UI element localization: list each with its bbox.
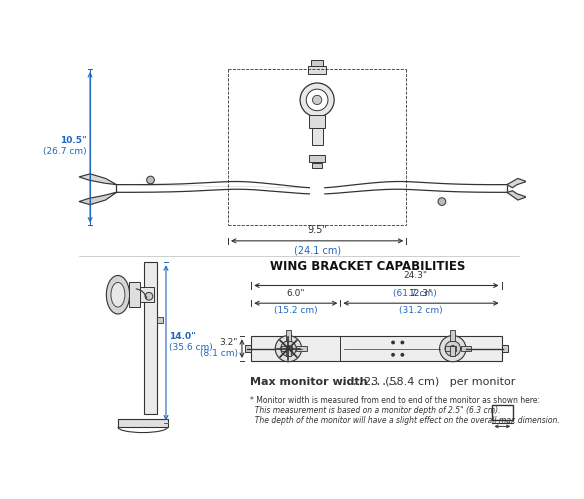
Bar (312, 163, 322, 168)
Text: Max monitor width: Max monitor width (250, 377, 367, 387)
Text: (61.7 cm): (61.7 cm) (393, 288, 437, 297)
Bar (129, 282, 140, 307)
Bar (157, 317, 163, 323)
Text: 6.0": 6.0" (287, 289, 305, 298)
Text: This measurement is based on a monitor depth of 2.5" (6.3 cm).: This measurement is based on a monitor d… (250, 406, 500, 415)
Bar (140, 287, 154, 302)
Text: * Monitor width is measured from end to end of the monitor as shown here:: * Monitor width is measured from end to … (250, 396, 540, 405)
Text: (31.2 cm): (31.2 cm) (399, 306, 443, 315)
Text: 3.2": 3.2" (220, 338, 238, 347)
Text: (26.7 cm): (26.7 cm) (43, 147, 87, 156)
Bar (251, 336, 502, 361)
Circle shape (312, 95, 322, 104)
Bar (310, 115, 325, 128)
Bar (308, 66, 326, 74)
Text: (35.6 cm): (35.6 cm) (169, 343, 213, 352)
Circle shape (391, 340, 395, 344)
Circle shape (147, 176, 154, 184)
Bar (461, 346, 471, 351)
Bar (310, 155, 325, 162)
Text: (8.1 cm): (8.1 cm) (200, 349, 238, 358)
Circle shape (275, 335, 301, 362)
Circle shape (401, 353, 404, 357)
Bar (286, 330, 291, 341)
Text: (24.1 cm): (24.1 cm) (294, 246, 340, 255)
Bar (286, 345, 291, 356)
Polygon shape (79, 192, 116, 205)
Bar (312, 128, 322, 145)
Circle shape (286, 345, 291, 352)
Text: The depth of the monitor will have a slight effect on the overall max dimension.: The depth of the monitor will have a sli… (250, 416, 559, 425)
Text: (15.2 cm): (15.2 cm) (274, 306, 318, 315)
Bar (492, 405, 513, 420)
Bar (311, 60, 324, 66)
Bar (245, 345, 251, 352)
Bar (450, 330, 455, 341)
Circle shape (450, 345, 456, 352)
Circle shape (445, 341, 461, 356)
Text: 23  (58.4 cm)   per monitor: 23 (58.4 cm) per monitor (364, 377, 516, 387)
Circle shape (306, 89, 328, 111)
Text: ..........: .......... (340, 377, 399, 387)
Circle shape (401, 340, 404, 344)
Bar (502, 345, 507, 352)
Polygon shape (507, 191, 526, 200)
Bar (281, 346, 291, 351)
Ellipse shape (111, 282, 125, 307)
Text: 10.5": 10.5" (60, 136, 87, 145)
Circle shape (300, 83, 334, 117)
Circle shape (438, 198, 446, 206)
Text: 9.5": 9.5" (307, 225, 327, 235)
Polygon shape (507, 179, 526, 188)
Circle shape (391, 353, 395, 357)
Ellipse shape (106, 275, 130, 314)
Circle shape (281, 341, 296, 356)
Bar (450, 345, 455, 356)
Text: 24.3": 24.3" (403, 271, 427, 280)
Text: 12.3": 12.3" (409, 289, 433, 298)
Polygon shape (79, 174, 116, 185)
Circle shape (440, 335, 466, 362)
Bar (118, 420, 168, 427)
Circle shape (145, 292, 153, 300)
Bar (296, 346, 307, 351)
Text: WING BRACKET CAPABILITIES: WING BRACKET CAPABILITIES (270, 260, 465, 273)
Text: 14.0": 14.0" (169, 332, 196, 341)
Bar (445, 346, 456, 351)
Bar (144, 262, 157, 414)
